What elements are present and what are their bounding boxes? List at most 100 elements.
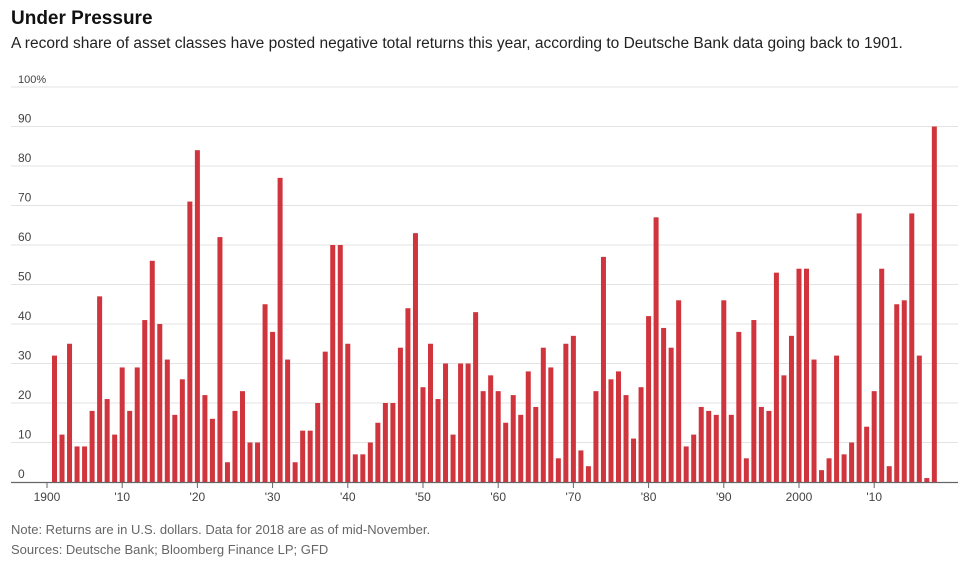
y-tick-label: 50 xyxy=(18,270,32,284)
bar xyxy=(518,414,524,482)
bar xyxy=(443,363,449,482)
bar xyxy=(202,395,208,482)
bar xyxy=(127,410,133,482)
bar xyxy=(894,304,900,482)
bar xyxy=(796,268,802,482)
bar xyxy=(668,347,674,482)
bar xyxy=(631,438,637,482)
bar xyxy=(232,410,238,482)
bar xyxy=(74,446,80,482)
bar xyxy=(623,395,629,482)
x-tick-label: '60 xyxy=(490,490,506,504)
bar xyxy=(450,434,456,482)
bar xyxy=(871,391,877,482)
bar xyxy=(683,446,689,482)
bar xyxy=(209,418,215,482)
bar xyxy=(924,478,930,482)
bar xyxy=(428,343,433,482)
bar xyxy=(788,335,794,482)
bar xyxy=(217,237,223,482)
bar xyxy=(856,213,862,482)
chart-subtitle: A record share of asset classes have pos… xyxy=(11,35,903,52)
bar xyxy=(315,403,321,482)
bar xyxy=(758,406,764,482)
bar xyxy=(533,406,539,482)
bar xyxy=(600,256,606,482)
bar xyxy=(819,470,825,482)
bar xyxy=(142,320,148,482)
bar xyxy=(300,430,306,482)
bar xyxy=(134,367,140,482)
bar xyxy=(713,414,719,482)
bar xyxy=(67,343,73,482)
x-tick-label: '20 xyxy=(190,490,206,504)
bar xyxy=(804,268,809,482)
bar xyxy=(931,126,937,482)
bar xyxy=(405,308,411,482)
bar xyxy=(698,406,704,482)
bar xyxy=(367,442,373,482)
bar xyxy=(412,233,418,482)
bar xyxy=(811,359,817,482)
bar xyxy=(743,458,749,482)
x-axis: 1900 '10 '20 '30 '40 '50 '60 '70 '80 '90 2000 '10 xyxy=(11,481,958,504)
bar xyxy=(841,454,847,482)
y-tick-label: 90 xyxy=(18,112,32,126)
bar xyxy=(616,371,621,482)
chart-sources: Sources: Deutsche Bank; Bloomberg Financ… xyxy=(11,542,329,557)
x-tick-label: '40 xyxy=(340,490,356,504)
bar xyxy=(721,300,727,482)
bar xyxy=(585,466,591,482)
y-tick-label: 0 xyxy=(18,467,25,481)
bar xyxy=(187,201,193,483)
bar xyxy=(375,422,381,482)
bar xyxy=(52,355,57,482)
bar xyxy=(224,462,230,482)
y-tick-label: 70 xyxy=(18,191,32,205)
bar xyxy=(262,304,268,482)
x-tick-label: '70 xyxy=(566,490,582,504)
x-tick-label: 2000 xyxy=(786,490,813,504)
bar-chart: 0 10 20 30 40 50 60 70 80 90 100% 1900 '10 '20 '30 '40… xyxy=(11,74,958,504)
bar xyxy=(653,217,659,482)
bar xyxy=(728,414,734,482)
bar xyxy=(337,245,343,482)
bar xyxy=(834,355,840,482)
bar xyxy=(676,300,682,482)
chart-note: Note: Returns are in U.S. dollars. Data … xyxy=(11,522,431,537)
bar xyxy=(247,442,253,482)
bar xyxy=(104,399,110,482)
bar xyxy=(82,446,88,482)
bar xyxy=(646,316,652,482)
bar xyxy=(886,466,892,482)
bar xyxy=(164,359,170,482)
bar xyxy=(240,391,245,482)
bar xyxy=(916,355,922,482)
bar xyxy=(864,426,870,482)
bar xyxy=(593,391,599,482)
bar xyxy=(465,363,471,482)
bar xyxy=(510,395,516,482)
bar xyxy=(495,391,501,482)
x-tick-label: '10 xyxy=(866,490,882,504)
x-tick-label: '90 xyxy=(716,490,732,504)
bar xyxy=(909,213,915,482)
bar xyxy=(97,296,103,482)
bar xyxy=(849,442,855,482)
bar xyxy=(480,391,486,482)
bar xyxy=(382,403,388,482)
bar xyxy=(661,327,667,482)
bar xyxy=(270,331,276,482)
bar xyxy=(179,379,185,482)
bar xyxy=(781,375,787,482)
x-tick-label: '50 xyxy=(415,490,431,504)
bar xyxy=(578,450,584,482)
bar xyxy=(89,410,95,482)
bar xyxy=(119,367,125,482)
y-tick-label: 30 xyxy=(18,349,32,363)
bar xyxy=(773,272,779,482)
y-tick-label: 40 xyxy=(18,309,32,323)
bar xyxy=(570,335,576,482)
x-tick-label: '30 xyxy=(265,490,281,504)
x-tick-label: '80 xyxy=(641,490,657,504)
